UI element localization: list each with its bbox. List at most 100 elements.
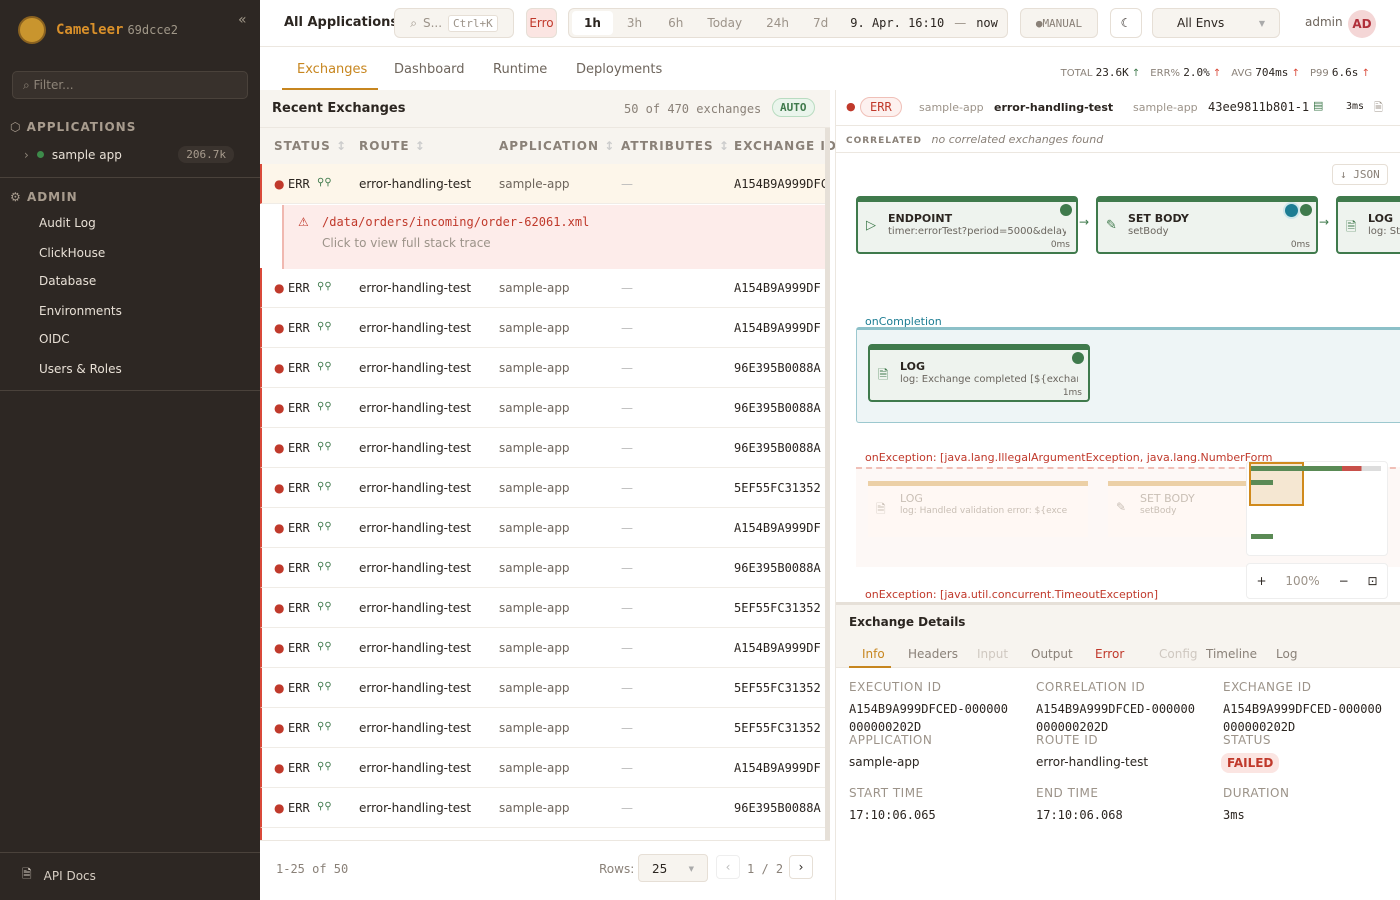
application-cell: sample-app: [499, 761, 570, 775]
column-exchange-id[interactable]: EXCHANGE ID: [734, 139, 837, 153]
field-value: A154B9A999DFCED-000000 000000202D: [1036, 702, 1195, 734]
details-title: Exchange Details: [849, 615, 966, 629]
detail-exchange-id[interactable]: 43ee9811b801-1: [1208, 100, 1310, 114]
table-row[interactable]: ● ERR ⚲⚲ error-handling-test sample-app …: [260, 508, 825, 548]
attributes-cell: —: [621, 361, 633, 375]
range-today[interactable]: Today: [707, 16, 743, 30]
table-row[interactable]: ● ERR ⚲⚲ error-handling-test sample-app …: [260, 588, 825, 628]
table-row[interactable]: ● ERR ⚲⚲ error-handling-test sample-app …: [260, 164, 825, 204]
error-detail-row[interactable]: ⚠ /data/orders/incoming/order-62061.xml …: [282, 205, 825, 269]
range-1h[interactable]: 1h: [572, 11, 613, 35]
detail-app[interactable]: sample-app: [919, 101, 984, 114]
brand[interactable]: Cameleer 69dcce2: [18, 16, 178, 44]
detail-tab-config[interactable]: Config: [1159, 647, 1198, 661]
detail-tab-headers[interactable]: Headers: [908, 647, 958, 661]
range-6h[interactable]: 6h: [668, 16, 684, 30]
column-application[interactable]: APPLICATION ↕: [499, 139, 616, 153]
detail-tab-timeline[interactable]: Timeline: [1206, 647, 1258, 661]
attributes-cell: —: [621, 481, 633, 495]
table-row[interactable]: ● ERR ⚲⚲ error-handling-test sample-app …: [260, 348, 825, 388]
tab-runtime[interactable]: Runtime: [493, 62, 548, 77]
scope-breadcrumb[interactable]: All Applications: [284, 15, 399, 30]
table-row[interactable]: ● ERR ⚲⚲ error-handling-test sample-app …: [260, 668, 825, 708]
exchange-id-cell: A154B9A999DF: [734, 281, 821, 295]
range-7d[interactable]: 7d: [813, 16, 829, 30]
sidebar-item-audit-log[interactable]: Audit Log: [39, 216, 96, 230]
theme-toggle-moon-icon[interactable]: ☾: [1110, 8, 1142, 38]
pencil-icon: ✎: [1116, 500, 1127, 514]
arrow-icon: →: [1319, 215, 1330, 229]
node-exception-set-body[interactable]: ✎ SET BODY setBody: [1108, 481, 1258, 537]
range-3h[interactable]: 3h: [626, 16, 643, 30]
detail-route[interactable]: error-handling-test: [994, 101, 1114, 114]
sidebar-item-oidc[interactable]: OIDC: [39, 332, 70, 346]
tab-exchanges[interactable]: Exchanges: [297, 62, 368, 77]
node-completion-log[interactable]: 🗎 LOG log: Exchange completed [${exchan 1ms: [868, 344, 1090, 402]
table-row[interactable]: ● ERR ⚲⚲ error-handling-test sample-app …: [260, 748, 825, 788]
table-row[interactable]: ● ERR ⚲⚲ error-handling-test sample-app …: [260, 548, 825, 588]
detail-tab-input[interactable]: Input: [977, 647, 1009, 661]
sidebar-app-sample-app[interactable]: › sample app 206.7k: [24, 146, 234, 163]
range-24h[interactable]: 24h: [766, 16, 789, 30]
table-row[interactable]: ● ERR ⚲⚲ error-handling-test sample-app …: [260, 268, 825, 308]
minimap[interactable]: [1246, 461, 1388, 556]
column-route[interactable]: ROUTE ↕: [359, 139, 426, 153]
table-row[interactable]: ● ERR ⚲⚲ error-handling-test sample-app …: [260, 788, 825, 828]
search-input[interactable]: ⌕ S... Ctrl+K: [394, 8, 514, 38]
document-icon[interactable]: 🗎: [1374, 101, 1383, 114]
divider: [0, 177, 260, 178]
detail-tab-output[interactable]: Output: [1031, 647, 1073, 661]
environment-select[interactable]: All Envs ▼: [1152, 8, 1280, 38]
document-icon: 🗎: [878, 368, 889, 383]
detail-header: ● ERR sample-app error-handling-test sam…: [836, 90, 1400, 126]
zoom-out-button[interactable]: −: [1338, 574, 1349, 588]
zoom-controls: +100% − ⊡: [1246, 563, 1388, 599]
zoom-in-button[interactable]: +: [1256, 574, 1267, 588]
route-diagram[interactable]: ↓ JSON ▷ ENDPOINT timer:errorTest?period=5…: [836, 152, 1400, 602]
status-cell: ERR: [288, 601, 310, 615]
rows-per-page-select[interactable]: 25 ▼: [638, 854, 708, 882]
avatar[interactable]: AD: [1348, 10, 1376, 38]
table-row[interactable]: ● ERR ⚲⚲ error-handling-test sample-app …: [260, 468, 825, 508]
detail-tab-log[interactable]: Log: [1276, 647, 1298, 661]
column-attributes[interactable]: ATTRIBUTES ↕: [621, 139, 730, 153]
table-row[interactable]: ● ERR ⚲⚲ error-handling-test sample-app …: [260, 628, 825, 668]
fit-view-icon[interactable]: ⊡: [1367, 574, 1378, 588]
tab-deployments[interactable]: Deployments: [576, 62, 663, 77]
table-row[interactable]: ● ERR ⚲⚲ error-handling-test sample-app …: [260, 428, 825, 468]
route-cell: error-handling-test: [359, 441, 472, 455]
json-export-button[interactable]: ↓ JSON: [1332, 164, 1388, 185]
sidebar-item-clickhouse[interactable]: ClickHouse: [39, 246, 106, 260]
node-exception-log[interactable]: 🗎 LOG log: Handled validation error: ${exc…: [868, 481, 1088, 537]
vertical-scrollbar[interactable]: [825, 128, 830, 840]
user-name[interactable]: admin: [1305, 15, 1343, 29]
table-row[interactable]: ● ERR ⚲⚲ error-handling-test sample-app …: [260, 388, 825, 428]
refresh-mode-button[interactable]: ● MANUAL: [1020, 8, 1098, 38]
processors-icon[interactable]: ▤: [1313, 99, 1324, 112]
auto-refresh-badge[interactable]: AUTO: [772, 98, 815, 117]
next-page-button[interactable]: ›: [789, 855, 813, 879]
node-set-body[interactable]: ✎ SET BODY setBody 0ms: [1096, 196, 1318, 254]
node-endpoint[interactable]: ▷ ENDPOINT timer:errorTest?period=5000&del…: [856, 196, 1078, 254]
sidebar-item-users-roles[interactable]: Users & Roles: [39, 362, 122, 376]
range-to[interactable]: now: [976, 16, 998, 30]
tab-dashboard[interactable]: Dashboard: [394, 62, 465, 77]
detail-app-2[interactable]: sample-app: [1133, 101, 1198, 114]
range-from[interactable]: 9. Apr. 16:10: [850, 16, 945, 30]
collapse-sidebar-icon[interactable]: «: [238, 12, 247, 28]
detail-tab-info[interactable]: Info: [862, 647, 885, 661]
sidebar-item-database[interactable]: Database: [39, 274, 97, 288]
sidebar-item-environments[interactable]: Environments: [39, 304, 122, 318]
status-filter-error[interactable]: Erro: [526, 8, 557, 38]
field-label: EXECUTION ID: [849, 680, 942, 694]
table-row[interactable]: ● ERR ⚲⚲ error-handling-test sample-app …: [260, 308, 825, 348]
filter-input[interactable]: ⌕ Filter...: [12, 71, 248, 99]
column-status[interactable]: STATUS ↕: [274, 139, 348, 153]
app-count: 206.7k: [178, 146, 234, 163]
api-docs-link[interactable]: 🗎 API Docs: [22, 865, 96, 886]
attributes-cell: —: [621, 561, 633, 575]
detail-tab-error[interactable]: Error: [1095, 647, 1125, 661]
prev-page-button[interactable]: ‹: [716, 855, 740, 879]
table-row[interactable]: ● ERR ⚲⚲ error-handling-test sample-app …: [260, 708, 825, 748]
